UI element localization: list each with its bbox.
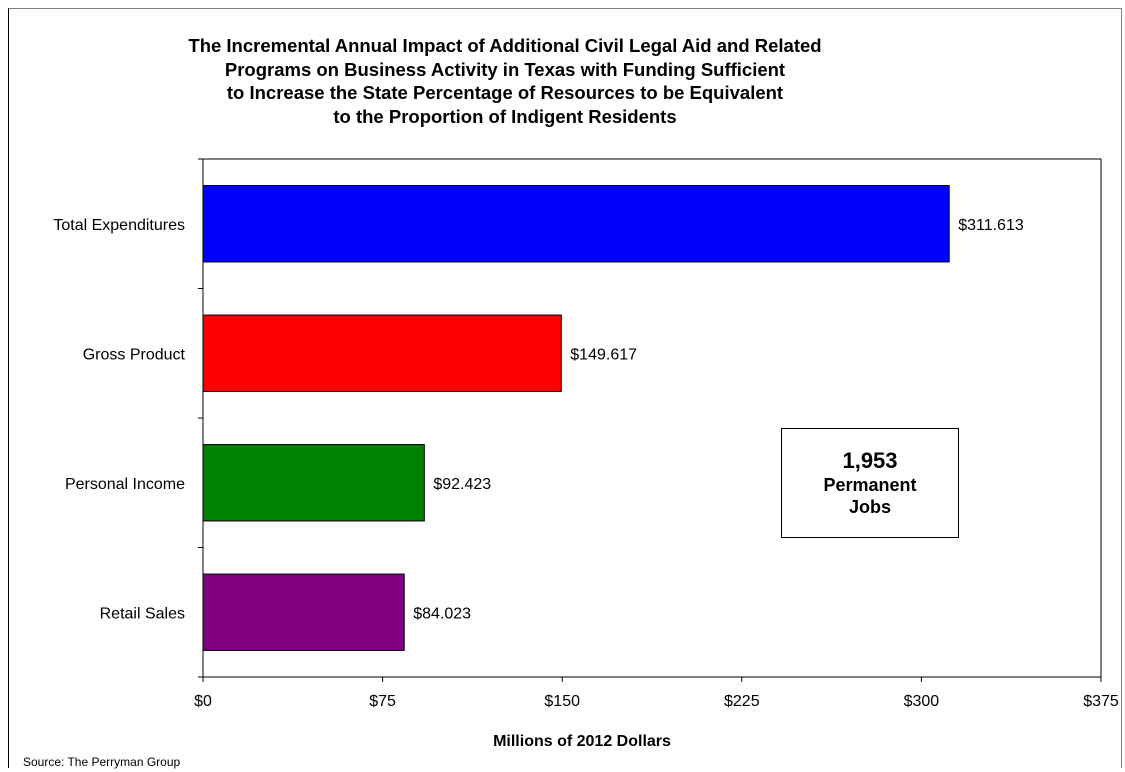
category-label-2: Personal Income [65, 476, 185, 493]
title-line-1: The Incremental Annual Impact of Additio… [188, 35, 822, 56]
x-tick-label-2: $150 [544, 693, 580, 710]
title-line-2: Programs on Business Activity in Texas w… [224, 58, 786, 80]
category-label-3: Retail Sales [100, 605, 185, 622]
jobs-number: 1,953 [842, 448, 898, 473]
source-note: Source: The Perryman Group [23, 755, 181, 769]
bar-retail-sales [202, 573, 405, 651]
category-label-0: Total Expenditures [53, 217, 185, 234]
x-tick-label-3: $225 [724, 693, 760, 710]
x-axis-label: Millions of 2012 Dollars [493, 733, 671, 750]
bar-gross-product [202, 314, 562, 392]
title-line-4: to the Proportion of Indigent Residents [333, 105, 677, 127]
title-line-3: to Increase the State Percentage of Reso… [226, 82, 784, 103]
jobs-label-line-1: Permanent [823, 475, 917, 495]
data-label-0: $311.613 [958, 217, 1024, 234]
category-label-1: Gross Product [83, 346, 186, 363]
x-tick-label-0: $0 [194, 693, 212, 710]
jobs-annotation-box: 1,953 Permanent Jobs [781, 428, 959, 538]
chart-title: The Incremental Annual Impact of Additio… [80, 34, 930, 128]
data-label-3: $84.023 [413, 605, 471, 622]
bar-total-expenditures [202, 185, 950, 263]
bar-personal-income [202, 444, 425, 522]
x-tick-label-4: $300 [904, 693, 940, 710]
x-tick-label-5: $375 [1083, 693, 1119, 710]
data-label-2: $92.423 [433, 476, 491, 493]
chart-frame [8, 8, 1122, 768]
x-tick-label-1: $75 [369, 693, 396, 710]
jobs-label-line-2: Jobs [848, 497, 891, 517]
data-label-1: $149.617 [570, 346, 637, 363]
